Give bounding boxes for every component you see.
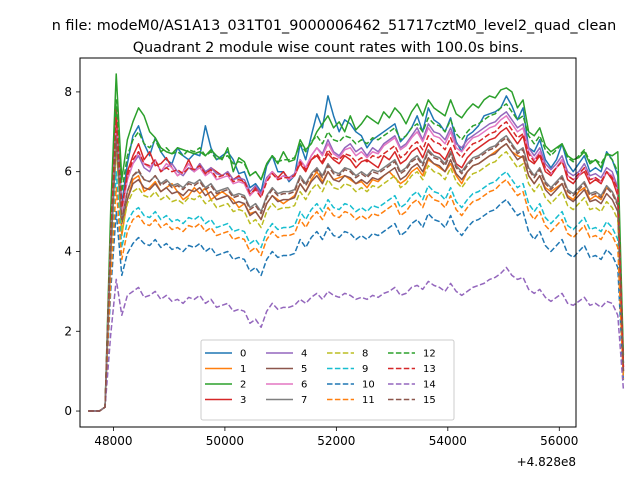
- y-tick-label: 0: [64, 404, 72, 418]
- plot-lines: [88, 73, 625, 412]
- x-tick-label: 56000: [540, 434, 578, 448]
- legend-label-2: 2: [240, 380, 246, 391]
- y-tick-label: 8: [64, 85, 72, 99]
- legend-label-1: 1: [240, 364, 246, 375]
- chart-title: Quadrant 2 module wise count rates with …: [133, 40, 524, 56]
- legend-box: [200, 339, 455, 421]
- series-line-15: [88, 137, 625, 412]
- legend-label-5: 5: [301, 364, 307, 375]
- x-tick-label: 54000: [429, 434, 467, 448]
- legend-label-8: 8: [362, 349, 368, 360]
- y-axis: 0 2 4 6 8: [64, 85, 80, 418]
- series-line-8: [88, 147, 625, 412]
- legend-label-3: 3: [240, 395, 246, 406]
- series-line-4: [88, 111, 625, 412]
- legend-label-11: 11: [362, 395, 375, 406]
- legend-label-14: 14: [423, 380, 436, 391]
- legend-label-12: 12: [423, 349, 436, 360]
- legend-label-13: 13: [423, 364, 436, 375]
- y-tick-label: 2: [64, 324, 72, 338]
- plot-area: [79, 57, 577, 428]
- series-line-6: [88, 115, 625, 412]
- x-tick-label: 48000: [94, 434, 132, 448]
- series-line-7: [88, 135, 625, 412]
- legend-label-15: 15: [423, 395, 436, 406]
- series-line-12: [88, 99, 625, 412]
- legend-label-4: 4: [301, 349, 307, 360]
- legend-label-0: 0: [240, 349, 246, 360]
- series-line-2: [88, 73, 625, 412]
- series-line-14: [88, 266, 625, 412]
- series-line-11: [88, 178, 625, 412]
- legend-label-9: 9: [362, 364, 368, 375]
- series-line-10: [88, 198, 625, 412]
- legend-label-7: 7: [301, 395, 307, 406]
- series-line-13: [88, 119, 625, 412]
- x-tick-label: 50000: [206, 434, 244, 448]
- x-axis: 48000 50000 52000 54000 56000: [94, 427, 578, 448]
- y-tick-label: 4: [64, 244, 72, 258]
- x-tick-label: 52000: [317, 434, 355, 448]
- legend-label-6: 6: [301, 380, 307, 391]
- legend-label-10: 10: [362, 380, 375, 391]
- y-tick-label: 6: [64, 165, 72, 179]
- series-line-9: [88, 170, 625, 412]
- figure-suptitle: n file: modeM0/AS1A13_031T01_9000006462_…: [52, 18, 617, 34]
- series-line-5: [88, 143, 625, 412]
- x-offset-label: +4.828e8: [517, 455, 576, 469]
